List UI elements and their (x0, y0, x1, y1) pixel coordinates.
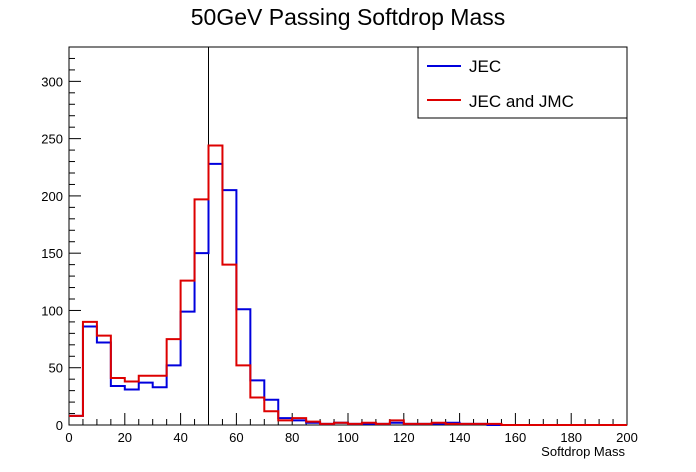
x-tick-label: 120 (393, 430, 415, 445)
legend-label-jec-and-jmc: JEC and JMC (469, 92, 574, 111)
legend: JEC JEC and JMC (417, 46, 628, 119)
y-tick-label: 0 (56, 418, 63, 433)
x-tick-label: 40 (173, 430, 187, 445)
x-tick-label: 0 (65, 430, 72, 445)
y-tick-label: 150 (41, 246, 63, 261)
y-tick-label: 200 (41, 189, 63, 204)
y-tick-label: 100 (41, 303, 63, 318)
y-tick-label: 250 (41, 132, 63, 147)
x-axis-label: Softdrop Mass (541, 444, 625, 459)
x-tick-label: 20 (118, 430, 132, 445)
legend-label-jec: JEC (469, 57, 501, 76)
x-tick-label: 180 (560, 430, 582, 445)
series-line-jec-and-jmc (69, 144, 627, 426)
x-tick-label: 100 (337, 430, 359, 445)
x-tick-label: 200 (616, 430, 638, 445)
legend-box (417, 46, 628, 119)
x-tick-label: 60 (229, 430, 243, 445)
x-tick-label: 160 (505, 430, 527, 445)
y-tick-label: 300 (41, 74, 63, 89)
y-tick-label: 50 (49, 361, 63, 376)
y-axis: 0 50 100 150 200 250 300 (41, 46, 81, 433)
x-tick-label: 140 (449, 430, 471, 445)
series-line-jec (69, 162, 627, 426)
x-axis: 0 20 40 60 80 100 120 140 160 180 200 (65, 413, 638, 445)
chart-title: 50GeV Passing Softdrop Mass (191, 4, 506, 30)
x-tick-label: 80 (285, 430, 299, 445)
series-group (69, 144, 627, 426)
